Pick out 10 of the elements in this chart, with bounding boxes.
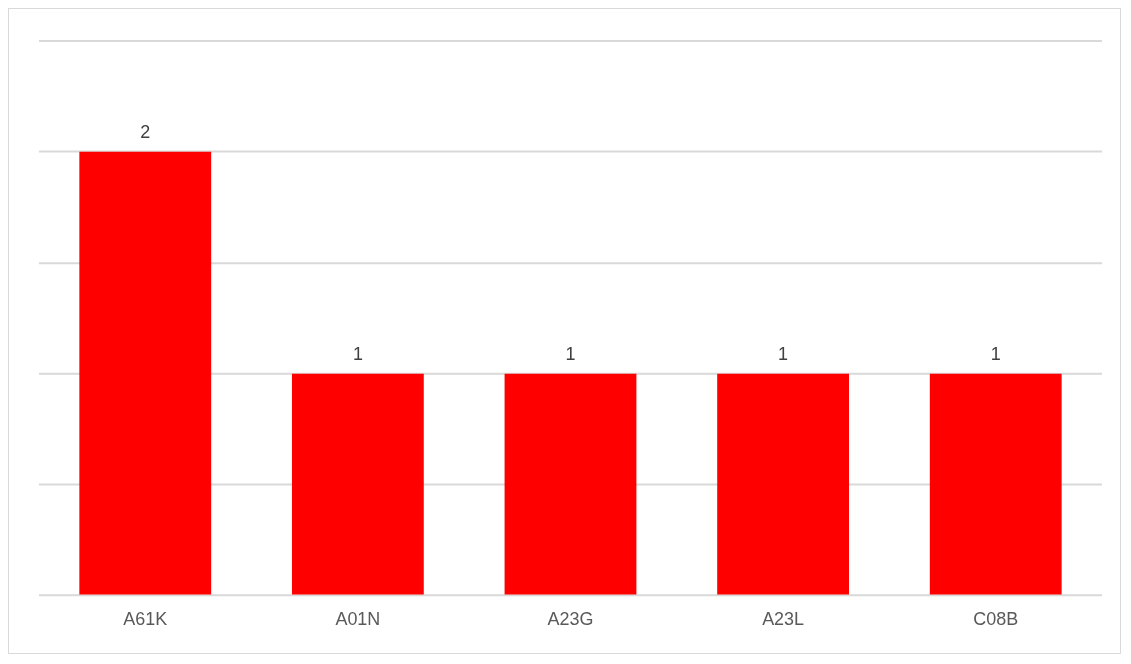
x-tick-label: A61K (123, 609, 168, 630)
data-label: 1 (778, 343, 789, 364)
x-tick-label: A01N (335, 609, 381, 630)
x-tick-label: A23L (762, 609, 805, 630)
x-tick-label: C08B (973, 609, 1019, 630)
data-label: 2 (140, 121, 151, 142)
data-label: 1 (990, 343, 1001, 364)
data-label: 1 (565, 343, 576, 364)
data-label: 1 (352, 343, 363, 364)
x-tick-label: A23G (547, 609, 594, 630)
